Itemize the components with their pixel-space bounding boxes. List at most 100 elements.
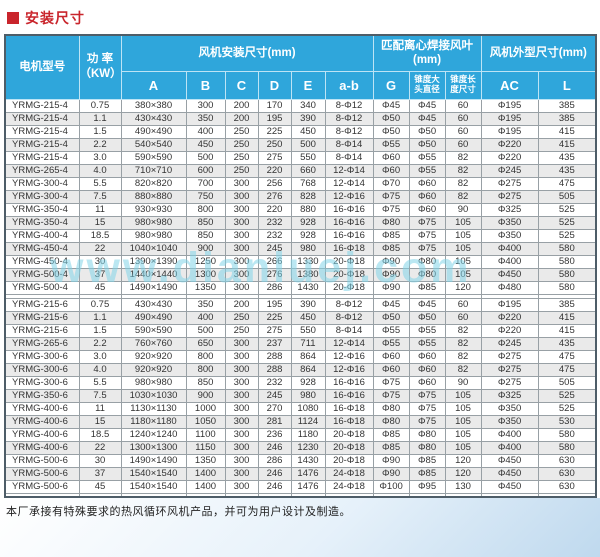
cell-G: Φ85 [372,241,410,256]
cell-cone-length: 120 [444,453,482,468]
cell-power: 45 [78,280,122,295]
cell-power: 4.0 [78,163,122,178]
cell-E: 390 [290,297,326,312]
cell-a-b: 20-Φ18 [324,440,374,455]
cell-model: YRMG-350-4 [4,215,80,230]
cell-cone-length: 105 [444,267,482,282]
cell-cone-length: 105 [444,215,482,230]
cell-B: 650 [185,336,226,351]
cell-cone-length: 105 [444,241,482,256]
cell-E: 864 [290,362,326,377]
cell-E: 1124 [290,414,326,429]
table-row: YRMG-300-4 7.5 880×880 750 300 276 828 12-Φ16 Φ7… [4,189,597,204]
cell-AC: Φ480 [480,280,539,295]
table-row: YRMG-500-4 37 1440×1440 1300 300 276 1380 20-Φ1… [4,267,597,282]
cell-cone-diameter: Φ50 [408,124,446,139]
cell-cone-length: 105 [444,228,482,243]
cell-D: 170 [257,98,292,113]
cell-model: YRMG-450-4 [4,241,80,256]
footer-band: 本厂承接有特殊要求的热风循环风机产品，并可为用户设计及制造。 [0,498,600,557]
cell-cone-length: 82 [444,336,482,351]
cell-D: 195 [257,297,292,312]
cell-a-b: 16-Φ18 [324,241,374,256]
cell-model: YRMG-500-6 [4,479,80,494]
cell-D: 195 [257,111,292,126]
cell-cone-diameter: Φ80 [408,267,446,282]
cell-E: 1330 [290,254,326,269]
cell-G: Φ55 [372,336,410,351]
table-row: YRMG-300-6 5.5 980×980 850 300 232 928 16-Φ16 Φ7… [4,375,597,390]
cell-L: 415 [537,323,597,338]
cell-B: 800 [185,362,226,377]
cell-power: 3.0 [78,349,122,364]
cell-power: 7.5 [78,388,122,403]
cell-power: 15 [78,414,122,429]
cell-E: 1230 [290,440,326,455]
cell-cone-length: 60 [444,297,482,312]
cell-B: 1000 [185,401,226,416]
cell-C: 200 [224,297,259,312]
cell-AC: Φ350 [480,401,539,416]
cell-C: 300 [224,479,259,494]
cell-a-b: 12-Φ14 [324,176,374,191]
cell-model: YRMG-400-4 [4,228,80,243]
cell-A: 490×490 [120,124,187,139]
header-group-install: 风机安装尺寸(mm) [120,34,374,72]
cell-C: 300 [224,349,259,364]
cell-AC: Φ275 [480,176,539,191]
cell-cone-diameter: Φ45 [408,98,446,113]
cell-B: 1100 [185,427,226,442]
cell-G: Φ60 [372,150,410,165]
cell-AC: Φ195 [480,297,539,312]
cell-L: 505 [537,375,597,390]
cell-power: 45 [78,479,122,494]
cell-G: Φ45 [372,98,410,113]
cell-C: 200 [224,98,259,113]
cell-G: Φ75 [372,388,410,403]
red-square-bullet-icon [7,12,19,24]
header-col-G: G [372,70,410,100]
series-separator-row [4,492,597,498]
cell-G: Φ90 [372,254,410,269]
cell-G: Φ80 [372,215,410,230]
cell-C: 300 [224,189,259,204]
cell-power: 1.5 [78,124,122,139]
cell-model: YRMG-350-6 [4,388,80,403]
cell-A: 980×980 [120,215,187,230]
header-col-A: A [120,70,187,100]
cell-B: 400 [185,310,226,325]
cell-a-b: 8-Φ14 [324,150,374,165]
cell-cone-length: 60 [444,124,482,139]
cell-power: 11 [78,401,122,416]
cell-model: YRMG-500-4 [4,280,80,295]
cell-C: 300 [224,453,259,468]
cell-a-b: 8-Φ12 [324,124,374,139]
cell-L: 630 [537,466,597,481]
cell-a-b: 16-Φ18 [324,401,374,416]
cell-AC: Φ275 [480,349,539,364]
cell-L: 530 [537,414,597,429]
cell-L: 630 [537,479,597,494]
cell-D: 270 [257,401,292,416]
cell-G: Φ80 [372,401,410,416]
cell-B: 400 [185,124,226,139]
cell-B: 600 [185,163,226,178]
header-col-D: D [257,70,292,100]
cell-cone-length: 90 [444,375,482,390]
cell-cone-diameter: Φ55 [408,163,446,178]
cell-a-b: 20-Φ18 [324,280,374,295]
cell-AC: Φ220 [480,310,539,325]
table-row: YRMG-500-6 30 1490×1490 1350 300 286 1430 20-Φ1… [4,453,597,468]
cell-A: 1240×1240 [120,427,187,442]
cell-E: 550 [290,150,326,165]
cell-E: 1430 [290,453,326,468]
cell-a-b: 8-Φ12 [324,98,374,113]
cell-power: 0.75 [78,297,122,312]
cell-cone-length: 82 [444,323,482,338]
cell-A: 980×980 [120,228,187,243]
cell-C: 300 [224,215,259,230]
cell-E: 550 [290,323,326,338]
cell-C: 250 [224,150,259,165]
cell-AC: Φ350 [480,414,539,429]
cell-G: Φ90 [372,453,410,468]
